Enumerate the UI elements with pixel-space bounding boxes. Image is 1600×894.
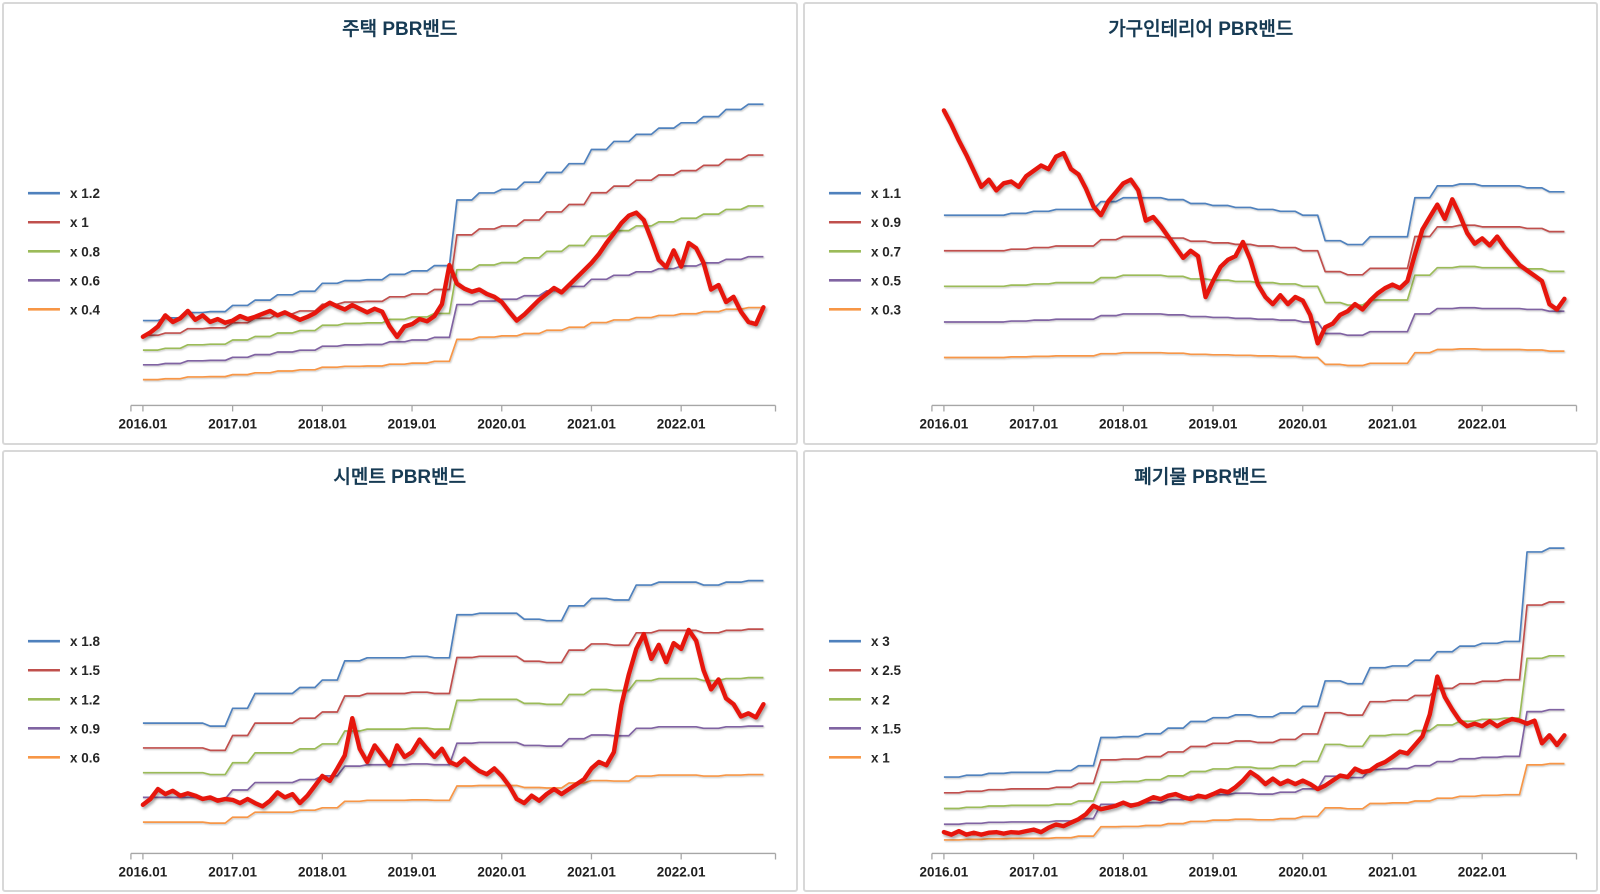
x-tick-label: 2020.01	[477, 864, 526, 879]
x-tick-label: 2020.01	[477, 416, 526, 431]
legend-label-x1: x 1	[70, 215, 89, 230]
legend-label-x1.1: x 1.1	[870, 186, 900, 201]
band-line-x1.2	[142, 676, 764, 775]
legend-label-x1.2: x 1.2	[70, 186, 100, 201]
x-tick-label: 2022.01	[1457, 416, 1506, 431]
x-tick-label: 2018.01	[298, 864, 347, 879]
x-tick-label: 2020.01	[1278, 416, 1327, 431]
chart-title-cement: 시멘트 PBR밴드	[333, 466, 466, 488]
band-line-x0.5	[943, 306, 1564, 337]
x-tick-label: 2019.01	[388, 864, 437, 879]
price-line-housing	[140, 210, 766, 339]
legend-label-x1.2: x 1.2	[70, 692, 100, 707]
price-line-waste	[941, 673, 1567, 837]
x-tick-label: 2021.01	[567, 864, 616, 879]
legend-label-x1.5: x 1.5	[70, 663, 100, 678]
x-tick-label: 2016.01	[119, 864, 168, 879]
band-line-x2	[943, 654, 1564, 809]
legend-label-x0.7: x 0.7	[870, 244, 900, 259]
x-tick-label: 2019.01	[1188, 416, 1237, 431]
band-line-x1.1	[943, 183, 1564, 246]
band-line-x0.7	[943, 265, 1564, 306]
chart-panel-cement: 시멘트 PBR밴드 x 1.8 x 1.5 x 1.2 x 0.9 x 0.6 2016.0…	[2, 449, 798, 892]
legend-label-x1.5: x 1.5	[870, 721, 900, 736]
legend-label-x1: x 1	[870, 750, 889, 765]
band-line-x2.5	[943, 600, 1564, 794]
legend-label-x0.6: x 0.6	[70, 273, 100, 288]
price-line-cement	[140, 627, 766, 809]
chart-waste: 폐기물 PBR밴드 x 3 x 2.5 x 2 x 1.5 x 1 2016.01 2017.…	[828, 466, 1577, 879]
x-tick-label: 2018.01	[1098, 864, 1147, 879]
x-tick-label: 2019.01	[1188, 864, 1237, 879]
legend-housing: x 1.2 x 1 x 0.8 x 0.6 x 0.4	[27, 186, 100, 317]
x-tick-label: 2019.01	[388, 416, 437, 431]
price-line-furniture-interior	[941, 108, 1567, 346]
band-line-x0.3	[943, 348, 1564, 367]
x-tick-label: 2016.01	[919, 416, 968, 431]
legend-label-x0.5: x 0.5	[870, 273, 900, 288]
legend-waste: x 3 x 2.5 x 2 x 1.5 x 1	[828, 634, 901, 765]
x-tick-label: 2018.01	[1098, 416, 1147, 431]
x-axis-furniture-interior: 2016.01 2017.01 2018.01 2019.01 2020.01 2021.…	[919, 404, 1577, 431]
legend-cement: x 1.8 x 1.5 x 1.2 x 0.9 x 0.6	[27, 634, 100, 765]
x-tick-label: 2017.01	[208, 416, 257, 431]
legend-label-x2: x 2	[870, 692, 889, 707]
band-line-x1.5	[142, 627, 764, 751]
legend-label-x0.8: x 0.8	[70, 244, 100, 259]
legend-label-x0.9: x 0.9	[870, 215, 900, 230]
band-line-x3	[943, 546, 1564, 778]
x-tick-label: 2022.01	[657, 416, 706, 431]
chart-panel-furniture-interior: 가구인테리어 PBR밴드 x 1.1 x 0.9 x 0.7 x 0.5 x 0.3 201…	[802, 2, 1598, 445]
chart-title-furniture-interior: 가구인테리어 PBR밴드	[1108, 18, 1293, 40]
x-axis-housing: 2016.01 2017.01 2018.01 2019.01 2020.01 2021.…	[119, 404, 777, 431]
legend-label-x0.9: x 0.9	[70, 721, 100, 736]
legend-label-x1.8: x 1.8	[70, 634, 100, 649]
band-line-x0.9	[943, 224, 1564, 276]
chart-cement: 시멘트 PBR밴드 x 1.8 x 1.5 x 1.2 x 0.9 x 0.6 2016.0…	[27, 466, 777, 879]
band-line-x0.9	[142, 724, 764, 800]
chart-title-waste: 폐기물 PBR밴드	[1134, 466, 1267, 488]
band-line-x0.6	[142, 255, 764, 366]
x-tick-label: 2016.01	[919, 864, 968, 879]
band-line-x1.8	[142, 579, 764, 727]
x-tick-label: 2021.01	[1368, 864, 1417, 879]
x-tick-label: 2017.01	[208, 864, 257, 879]
legend-label-x3: x 3	[870, 634, 889, 649]
chart-furniture-interior: 가구인테리어 PBR밴드 x 1.1 x 0.9 x 0.7 x 0.5 x 0.3 201…	[828, 18, 1577, 431]
band-line-x1	[943, 762, 1564, 841]
x-tick-label: 2021.01	[567, 416, 616, 431]
x-tick-label: 2016.01	[119, 416, 168, 431]
legend-label-x0.3: x 0.3	[870, 302, 900, 317]
legend-label-x2.5: x 2.5	[870, 663, 900, 678]
band-line-x0.6	[142, 773, 764, 824]
legend-furniture-interior: x 1.1 x 0.9 x 0.7 x 0.5 x 0.3	[828, 186, 901, 317]
x-tick-label: 2017.01	[1009, 416, 1058, 431]
x-tick-label: 2022.01	[1457, 864, 1506, 879]
band-line-x0.4	[142, 306, 764, 381]
band-line-x1.5	[943, 708, 1564, 825]
x-tick-label: 2020.01	[1278, 864, 1327, 879]
band-line-x0.8	[142, 205, 764, 351]
x-tick-label: 2018.01	[298, 416, 347, 431]
band-line-x1.2	[142, 103, 764, 322]
band-line-x1	[142, 154, 764, 337]
legend-label-x0.4: x 0.4	[70, 302, 100, 317]
x-axis-cement: 2016.01 2017.01 2018.01 2019.01 2020.01 2021.…	[119, 852, 777, 879]
x-tick-label: 2022.01	[657, 864, 706, 879]
x-axis-waste: 2016.01 2017.01 2018.01 2019.01 2020.01 2021.…	[919, 852, 1577, 879]
chart-title-housing: 주택 PBR밴드	[342, 18, 457, 40]
x-tick-label: 2017.01	[1009, 864, 1058, 879]
x-tick-label: 2021.01	[1368, 416, 1417, 431]
chart-panel-waste: 폐기물 PBR밴드 x 3 x 2.5 x 2 x 1.5 x 1 2016.01 2017.…	[802, 449, 1598, 892]
legend-label-x0.6: x 0.6	[70, 750, 100, 765]
